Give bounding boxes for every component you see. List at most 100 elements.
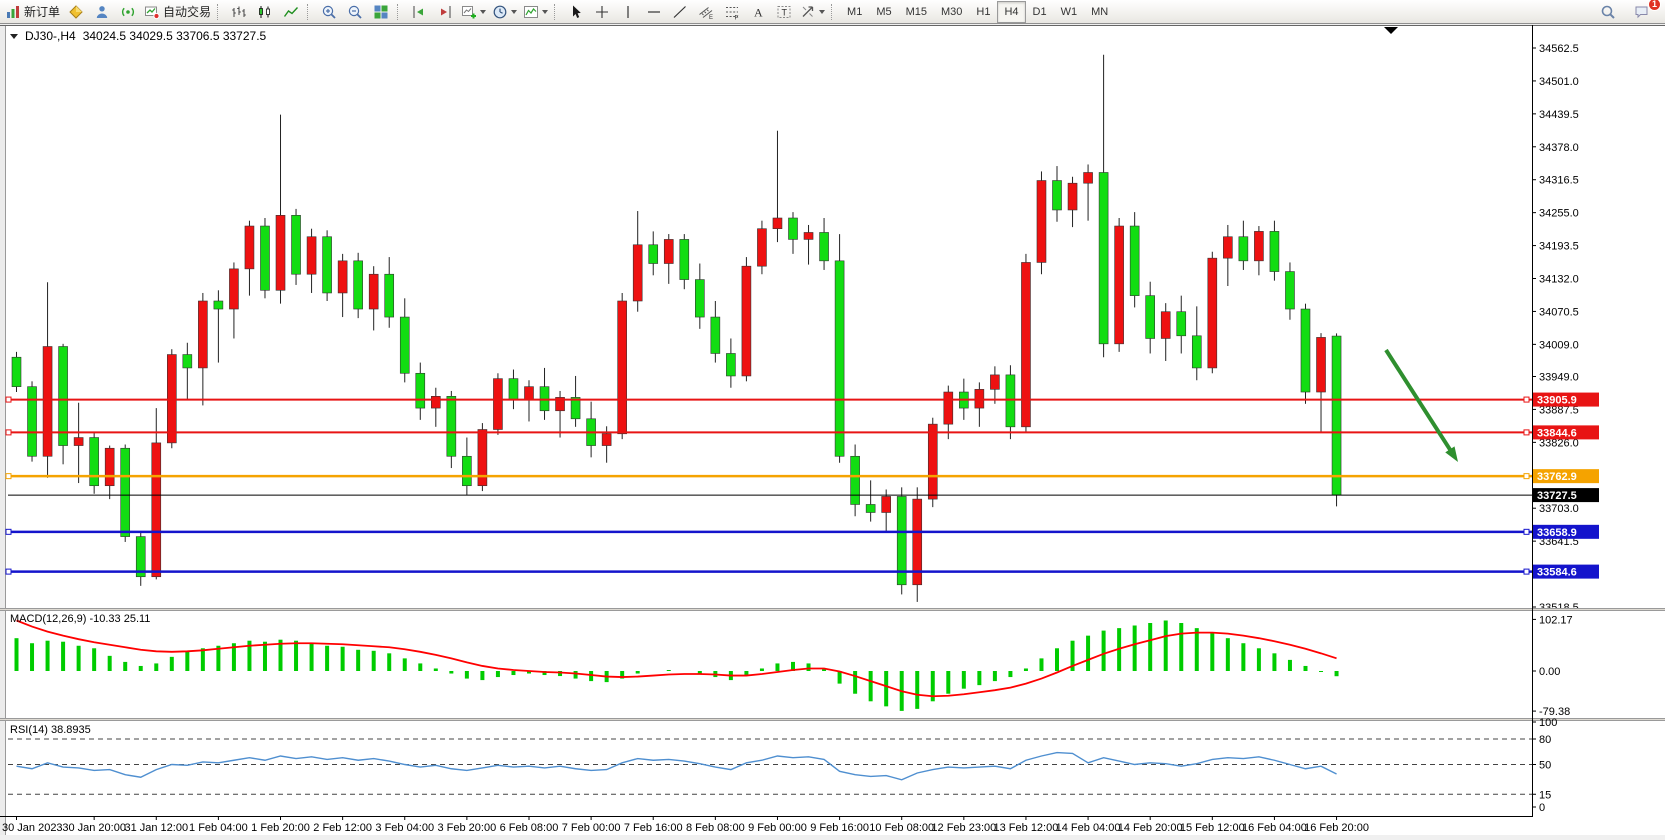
toolbar-right-cluster: 1 xyxy=(1595,0,1665,23)
channel-icon: E xyxy=(698,4,714,20)
trendline-button[interactable] xyxy=(667,1,693,23)
fibonacci-icon: F xyxy=(724,4,740,20)
svg-text:34562.5: 34562.5 xyxy=(1539,43,1579,55)
crosshair-button[interactable] xyxy=(589,1,615,23)
profile-button[interactable] xyxy=(89,1,115,23)
chart-context-caret-icon[interactable] xyxy=(10,33,18,43)
svg-text:34193.5: 34193.5 xyxy=(1539,241,1579,253)
chevron-down-icon xyxy=(819,10,826,17)
tab-d1[interactable]: D1 xyxy=(1032,5,1047,18)
new-chart-icon xyxy=(461,4,477,20)
svg-text:9 Feb 16:00: 9 Feb 16:00 xyxy=(810,822,869,834)
svg-text:33905.9: 33905.9 xyxy=(1537,395,1577,407)
tab-h4[interactable]: H4 xyxy=(997,0,1026,23)
svg-text:33658.9: 33658.9 xyxy=(1537,527,1577,539)
zoom-in-button[interactable] xyxy=(316,1,342,23)
svg-text:50: 50 xyxy=(1539,760,1551,772)
notifications-button[interactable]: 1 xyxy=(1629,0,1661,23)
zoom-out-button[interactable] xyxy=(342,1,368,23)
chart-title-bar: DJ30-,H4 34024.5 34029.5 33706.5 33727.5 xyxy=(10,29,266,43)
auto-scroll-button[interactable] xyxy=(432,1,458,23)
chart-ohlc-values: 34024.5 34029.5 33706.5 33727.5 xyxy=(82,29,267,43)
arrows-button[interactable] xyxy=(797,1,828,23)
signal-icon xyxy=(120,4,136,20)
candlestick-chart-icon xyxy=(257,4,273,20)
line-chart-button[interactable] xyxy=(278,1,304,23)
new-chart-button[interactable] xyxy=(458,1,489,23)
zoom-out-icon xyxy=(347,4,363,20)
svg-text:34378.0: 34378.0 xyxy=(1539,142,1579,154)
auto-scroll-icon xyxy=(437,4,453,20)
arrows-icon xyxy=(800,4,816,20)
label-icon: T xyxy=(776,4,792,20)
search-button[interactable] xyxy=(1595,1,1621,23)
svg-text:RSI(14) 38.8935: RSI(14) 38.8935 xyxy=(10,724,91,736)
tab-w1[interactable]: W1 xyxy=(1060,5,1078,18)
bar-chart-icon xyxy=(231,4,247,20)
periods-clock-icon xyxy=(492,4,508,20)
svg-text:6 Feb 08:00: 6 Feb 08:00 xyxy=(500,822,559,834)
svg-text:16 Feb 20:00: 16 Feb 20:00 xyxy=(1304,822,1369,834)
chart-shift-button[interactable] xyxy=(406,1,432,23)
cursor-button[interactable] xyxy=(563,1,589,23)
svg-text:10 Feb 08:00: 10 Feb 08:00 xyxy=(869,822,934,834)
svg-text:14 Feb 04:00: 14 Feb 04:00 xyxy=(1056,822,1121,834)
svg-text:16 Feb 04:00: 16 Feb 04:00 xyxy=(1242,822,1307,834)
horizontal-line-button[interactable] xyxy=(641,1,667,23)
new-order-button[interactable]: 新订单 xyxy=(2,1,63,23)
svg-text:13 Feb 12:00: 13 Feb 12:00 xyxy=(994,822,1059,834)
tab-m1[interactable]: M1 xyxy=(847,5,863,18)
svg-text:31 Jan 12:00: 31 Jan 12:00 xyxy=(124,822,188,834)
mini-chart-icon xyxy=(5,4,21,20)
svg-text:1 Feb 04:00: 1 Feb 04:00 xyxy=(189,822,248,834)
svg-text:0.00: 0.00 xyxy=(1539,666,1560,678)
svg-text:33887.5: 33887.5 xyxy=(1539,404,1579,416)
toolbar-grip xyxy=(307,3,312,20)
timeframe-group: M1 M5 M15 M30 H1 H4 D1 W1 MN xyxy=(840,0,1115,23)
svg-text:102.17: 102.17 xyxy=(1539,614,1573,626)
chevron-down-icon xyxy=(542,10,549,17)
autotrade-label: 自动交易 xyxy=(163,5,212,19)
text-button[interactable]: A xyxy=(745,1,771,23)
fibonacci-button[interactable]: F xyxy=(719,1,745,23)
tab-h1[interactable]: H1 xyxy=(976,5,991,18)
line-chart-icon xyxy=(283,4,299,20)
channel-button[interactable]: E xyxy=(693,1,719,23)
tab-m5[interactable]: M5 xyxy=(876,5,892,18)
signal-button[interactable] xyxy=(115,1,141,23)
svg-text:33584.6: 33584.6 xyxy=(1537,567,1577,579)
indicators-button[interactable] xyxy=(520,1,551,23)
tab-m15[interactable]: M15 xyxy=(905,5,927,18)
svg-text:30 Jan 20:00: 30 Jan 20:00 xyxy=(62,822,126,834)
svg-text:33703.0: 33703.0 xyxy=(1539,503,1579,515)
chat-icon xyxy=(1634,4,1650,20)
svg-text:33844.6: 33844.6 xyxy=(1537,427,1577,439)
cursor-icon xyxy=(568,4,584,20)
toolbar-grip xyxy=(217,3,222,20)
candlestick-chart-button[interactable] xyxy=(252,1,278,23)
label-button[interactable]: T xyxy=(771,1,797,23)
svg-text:34439.5: 34439.5 xyxy=(1539,109,1579,121)
auto-trading-toggle[interactable]: 自动交易 xyxy=(141,1,214,23)
tab-m30[interactable]: M30 xyxy=(941,5,963,18)
svg-text:15: 15 xyxy=(1539,789,1551,801)
bar-chart-button[interactable] xyxy=(226,1,252,23)
new-order-label: 新订单 xyxy=(24,5,61,19)
svg-text:14 Feb 20:00: 14 Feb 20:00 xyxy=(1118,822,1183,834)
svg-text:33949.0: 33949.0 xyxy=(1539,371,1579,383)
diamond-tool-button[interactable] xyxy=(63,1,89,23)
svg-text:7 Feb 00:00: 7 Feb 00:00 xyxy=(562,822,621,834)
tab-mn[interactable]: MN xyxy=(1091,5,1109,18)
svg-text:33727.5: 33727.5 xyxy=(1537,490,1577,502)
notification-badge: 1 xyxy=(1648,0,1661,11)
svg-text:A: A xyxy=(754,5,763,19)
toolbar-grip xyxy=(397,3,402,20)
svg-text:34132.0: 34132.0 xyxy=(1539,274,1579,286)
svg-text:MACD(12,26,9) -10.33 25.11: MACD(12,26,9) -10.33 25.11 xyxy=(10,613,150,625)
vertical-line-button[interactable] xyxy=(615,1,641,23)
tile-windows-button[interactable] xyxy=(368,1,394,23)
svg-text:33826.0: 33826.0 xyxy=(1539,437,1579,449)
svg-text:3 Feb 20:00: 3 Feb 20:00 xyxy=(438,822,497,834)
periods-button[interactable] xyxy=(489,1,520,23)
